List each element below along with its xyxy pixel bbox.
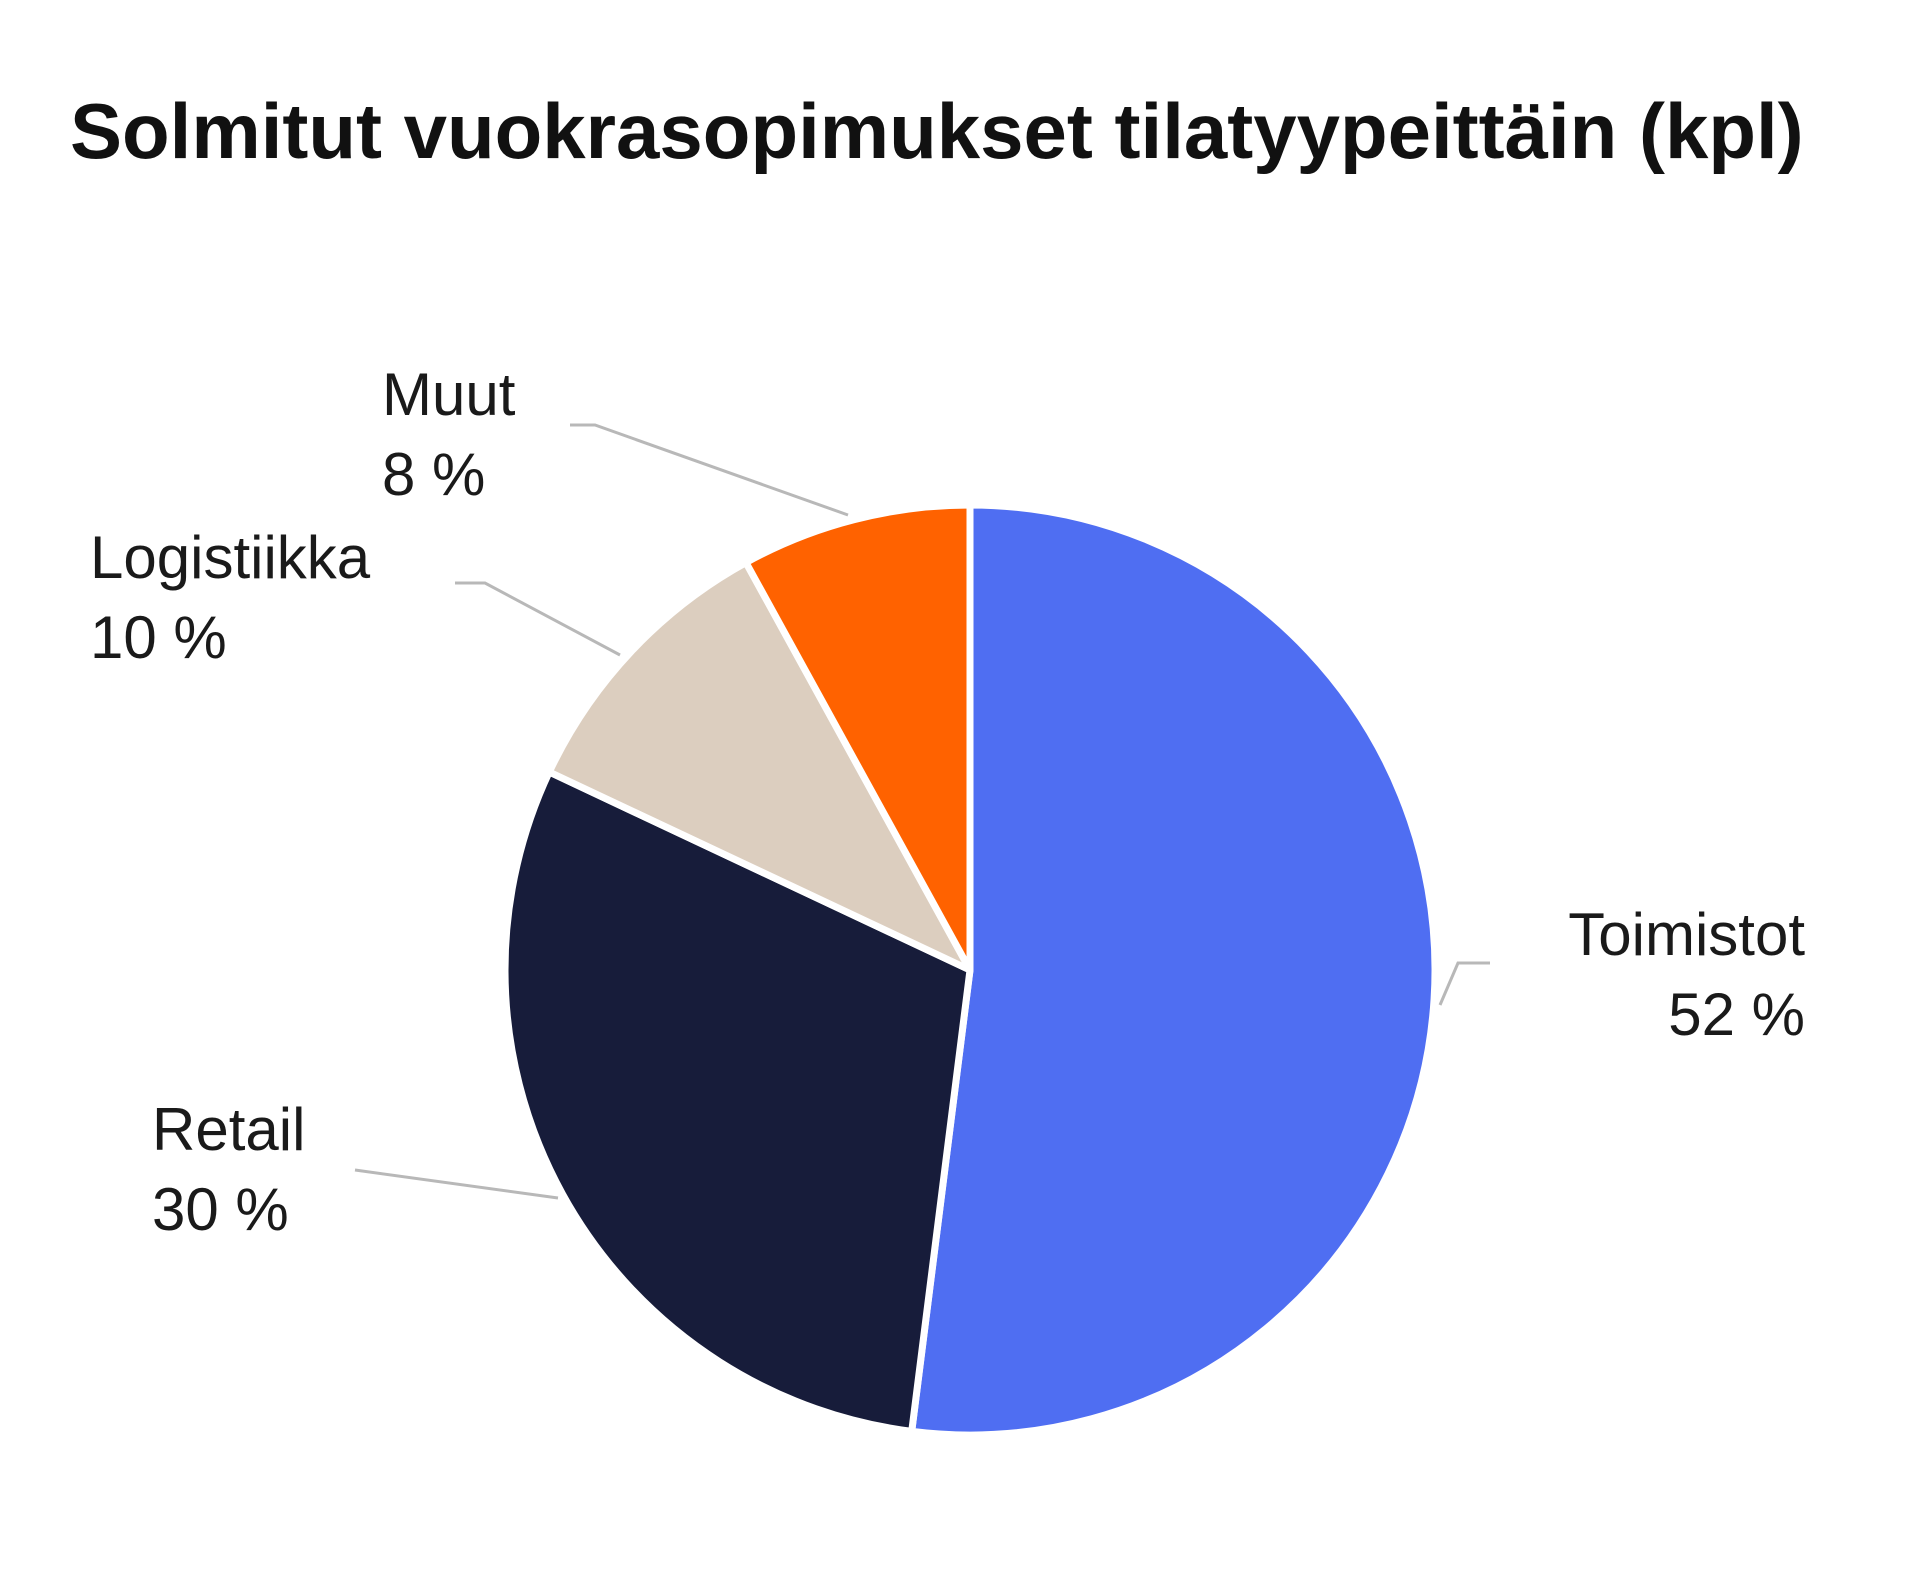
slice-name-label: Logistiikka xyxy=(90,524,371,591)
pie-slice-toimistot xyxy=(908,501,1439,1439)
pie-slice-muut xyxy=(742,501,974,974)
chart-title: Solmitut vuokrasopimukset tilatyypeittäi… xyxy=(70,87,1804,175)
slice-value-label: 52 % xyxy=(1668,981,1805,1048)
slice-value-label: 10 % xyxy=(90,604,227,671)
slice-name-label: Retail xyxy=(152,1096,305,1163)
slice-name-label: Muut xyxy=(382,361,516,428)
leader-line-retail xyxy=(354,1168,559,1200)
slice-name-label: Toimistot xyxy=(1568,901,1805,968)
pie-slice-retail xyxy=(501,768,974,1435)
pie-slice-logistiikka xyxy=(545,559,974,974)
pie-slices xyxy=(501,501,1439,1439)
leader-line-toimistot xyxy=(1438,961,1490,1006)
slice-value-label: 30 % xyxy=(152,1176,289,1243)
leader-line-muut xyxy=(570,423,849,517)
leader-lines xyxy=(354,423,1490,1200)
slice-value-label: 8 % xyxy=(382,441,485,508)
slice-labels: Toimistot 52 % Retail 30 % Logistiikka 10 % Mu… xyxy=(90,361,1805,1243)
leader-line-logistiikka xyxy=(455,581,621,657)
